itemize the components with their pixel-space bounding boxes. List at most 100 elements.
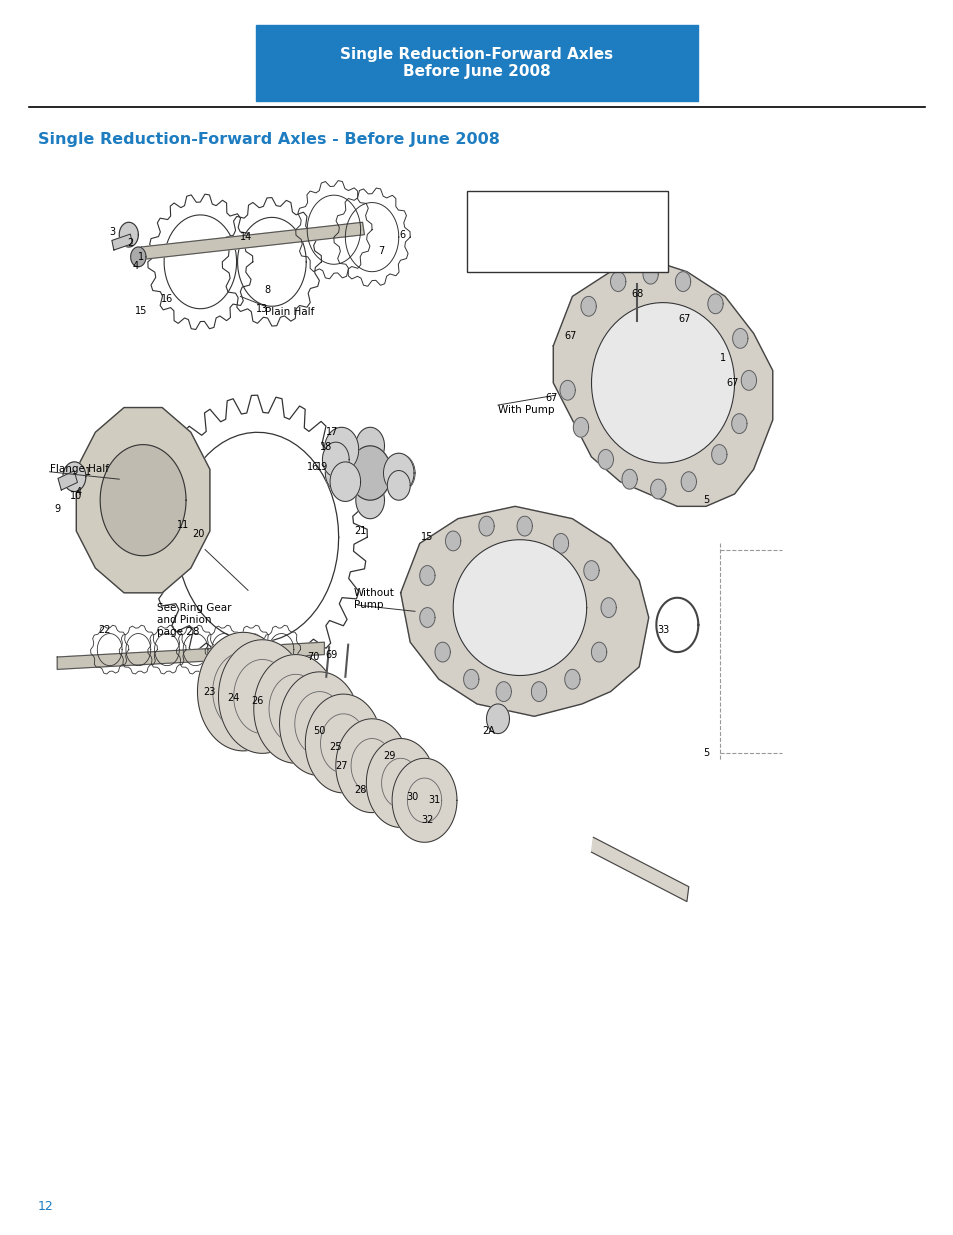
Text: 7: 7 (378, 246, 384, 256)
Polygon shape (553, 534, 568, 553)
Polygon shape (650, 479, 665, 499)
Polygon shape (600, 598, 616, 618)
Text: 15: 15 (421, 532, 433, 542)
Text: 24: 24 (228, 693, 239, 703)
Text: 16: 16 (307, 462, 318, 472)
Polygon shape (675, 272, 690, 291)
Polygon shape (463, 669, 478, 689)
Polygon shape (197, 632, 289, 751)
Text: 13: 13 (256, 304, 268, 314)
Text: 11: 11 (177, 520, 189, 530)
Text: 5: 5 (702, 495, 708, 505)
Text: 2: 2 (128, 238, 133, 248)
Polygon shape (305, 694, 381, 793)
Polygon shape (486, 704, 509, 734)
Text: 30: 30 (406, 792, 417, 802)
FancyBboxPatch shape (467, 191, 667, 272)
Text: 25: 25 (329, 742, 342, 752)
Polygon shape (324, 427, 358, 472)
Text: 16: 16 (161, 294, 172, 304)
Text: 68: 68 (631, 289, 642, 299)
Polygon shape (531, 682, 546, 701)
Text: 31: 31 (428, 795, 439, 805)
Text: 5: 5 (702, 748, 708, 758)
Polygon shape (279, 672, 359, 776)
Text: 17: 17 (326, 427, 337, 437)
Polygon shape (610, 272, 625, 291)
Polygon shape (732, 329, 747, 348)
Polygon shape (564, 669, 579, 689)
Text: 29: 29 (383, 751, 395, 761)
Polygon shape (583, 561, 598, 580)
Text: Differential Lockup Ass'y
See Page 17.: Differential Lockup Ass'y See Page 17. (495, 217, 639, 246)
Text: 10: 10 (71, 492, 82, 501)
Text: See Ring Gear
and Pinion
page 28: See Ring Gear and Pinion page 28 (157, 604, 232, 636)
Polygon shape (419, 608, 435, 627)
Polygon shape (63, 462, 86, 492)
Polygon shape (141, 222, 364, 259)
Text: 8: 8 (264, 285, 270, 295)
Text: 6: 6 (399, 230, 405, 240)
Polygon shape (58, 471, 77, 490)
Polygon shape (383, 453, 414, 493)
Text: 50: 50 (314, 726, 325, 736)
Polygon shape (57, 642, 324, 669)
FancyBboxPatch shape (255, 25, 698, 101)
Text: 26: 26 (252, 697, 263, 706)
Text: 4: 4 (132, 261, 138, 270)
Text: 67: 67 (726, 378, 738, 388)
Polygon shape (478, 516, 494, 536)
Text: 21: 21 (355, 526, 366, 536)
Text: 22: 22 (98, 625, 112, 635)
Text: 67: 67 (545, 393, 557, 403)
Text: Single Reduction-Forward Axles - Before June 2008: Single Reduction-Forward Axles - Before … (38, 132, 499, 147)
Polygon shape (322, 442, 349, 477)
Polygon shape (419, 566, 435, 585)
Text: 1: 1 (720, 353, 725, 363)
Text: 4: 4 (75, 487, 81, 496)
Text: 1: 1 (138, 252, 144, 262)
Text: 27: 27 (335, 761, 348, 771)
Polygon shape (707, 294, 722, 314)
Polygon shape (598, 450, 613, 469)
Polygon shape (386, 454, 415, 492)
Polygon shape (731, 414, 746, 433)
Text: 70: 70 (307, 652, 318, 662)
Text: Single Reduction-Forward Axles
Before June 2008: Single Reduction-Forward Axles Before Ju… (340, 47, 613, 79)
Polygon shape (517, 516, 532, 536)
Text: 20: 20 (193, 529, 204, 538)
Polygon shape (76, 408, 210, 593)
Polygon shape (591, 837, 688, 902)
Polygon shape (453, 540, 586, 676)
Text: 14: 14 (240, 232, 252, 242)
Text: 9: 9 (54, 504, 60, 514)
Polygon shape (591, 303, 734, 463)
Polygon shape (580, 296, 596, 316)
Polygon shape (355, 427, 384, 464)
Text: Plain Half: Plain Half (265, 308, 314, 317)
Polygon shape (253, 655, 337, 763)
Polygon shape (621, 469, 637, 489)
Polygon shape (119, 222, 138, 247)
Polygon shape (642, 264, 658, 284)
Polygon shape (591, 642, 606, 662)
Text: 33: 33 (657, 625, 668, 635)
Polygon shape (573, 417, 588, 437)
Text: 32: 32 (421, 815, 433, 825)
Text: Flange Half: Flange Half (50, 464, 109, 474)
Polygon shape (740, 370, 756, 390)
Text: 3: 3 (110, 227, 115, 237)
Polygon shape (553, 259, 772, 506)
Text: 15: 15 (135, 306, 147, 316)
Text: 28: 28 (355, 785, 366, 795)
Polygon shape (366, 739, 435, 827)
Text: 19: 19 (316, 462, 328, 472)
Polygon shape (335, 719, 408, 813)
Text: 67: 67 (679, 314, 690, 324)
Polygon shape (392, 758, 456, 842)
Polygon shape (400, 506, 648, 716)
Polygon shape (325, 454, 354, 492)
Polygon shape (496, 682, 511, 701)
Text: 23: 23 (204, 687, 215, 697)
Polygon shape (387, 471, 410, 500)
